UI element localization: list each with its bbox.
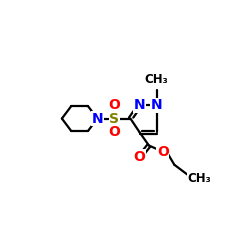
Text: O: O <box>108 98 120 112</box>
Text: N: N <box>134 98 145 112</box>
Text: S: S <box>109 112 119 126</box>
Text: O: O <box>157 145 169 159</box>
Text: N: N <box>151 98 162 112</box>
Text: CH₃: CH₃ <box>188 172 212 185</box>
Text: N: N <box>92 112 103 126</box>
Text: CH₃: CH₃ <box>145 73 169 86</box>
Text: O: O <box>108 126 120 140</box>
Text: O: O <box>134 150 145 164</box>
